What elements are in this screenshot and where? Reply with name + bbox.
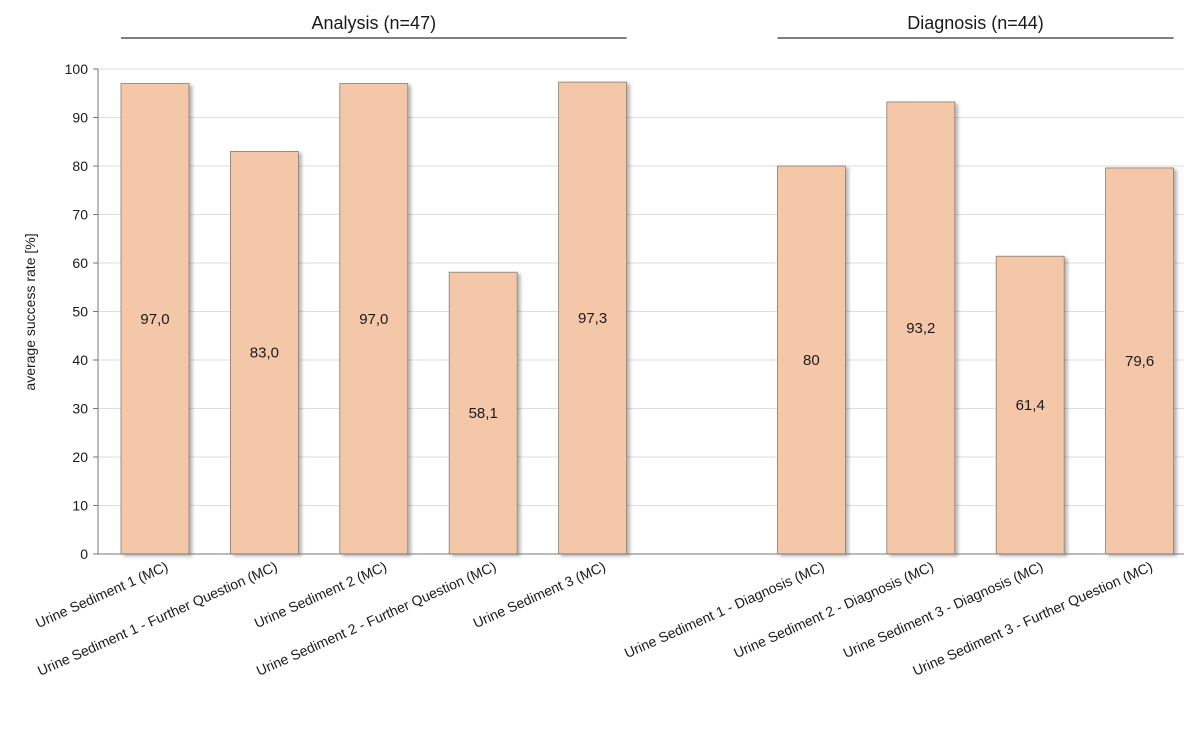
y-tick-label: 30 [72, 401, 88, 417]
data-label: 79,6 [1125, 353, 1154, 370]
bar [1105, 167, 1174, 555]
bars [120, 81, 1174, 555]
y-tick-label: 90 [72, 110, 88, 126]
y-tick-label: 20 [72, 449, 88, 465]
data-label: 93,2 [906, 320, 935, 337]
bar [886, 101, 956, 555]
data-label: 97,3 [578, 310, 607, 327]
data-label: 83,0 [250, 345, 279, 362]
data-label: 97,0 [359, 311, 388, 328]
y-tick-label: 0 [80, 546, 88, 562]
y-axis-title: average success rate [%] [22, 233, 38, 390]
y-tick-label: 80 [72, 158, 88, 174]
category-label: Urine Sediment 1 - Diagnosis (MC) [622, 558, 827, 661]
bar [120, 83, 190, 555]
axes [93, 37, 1184, 555]
group-header-label: Analysis (n=47) [312, 13, 437, 33]
bar [448, 271, 518, 555]
group-header-label: Diagnosis (n=44) [907, 13, 1044, 33]
y-tick-label: 100 [65, 61, 89, 77]
data-label: 97,0 [140, 311, 169, 328]
bar [558, 81, 627, 555]
data-label: 58,1 [469, 405, 498, 422]
y-tick-label: 60 [72, 255, 88, 271]
y-tick-label: 70 [72, 207, 88, 223]
y-tick-label: 50 [72, 304, 88, 320]
bar [229, 151, 299, 555]
category-label: Urine Sediment 3 - Diagnosis (MC) [841, 558, 1046, 661]
data-label: 61,4 [1016, 397, 1045, 414]
category-label: Urine Sediment 2 - Diagnosis (MC) [731, 558, 936, 661]
bar [995, 255, 1065, 555]
data-label: 80 [803, 352, 820, 369]
y-tick-label: 10 [72, 498, 88, 514]
y-tick-label: 40 [72, 352, 88, 368]
bar [777, 165, 846, 555]
